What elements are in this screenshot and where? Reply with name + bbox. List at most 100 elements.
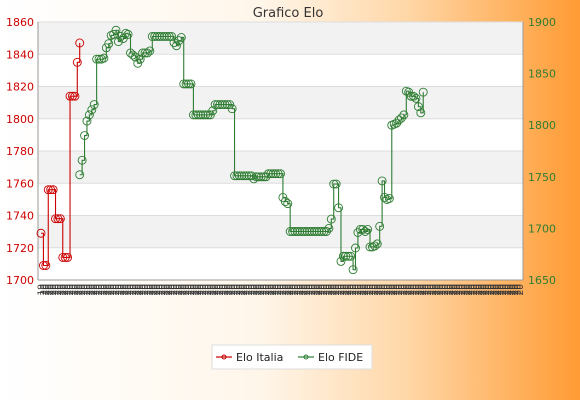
data-point-elo-fide bbox=[232, 171, 242, 181]
x-tick-label: 20 bbox=[349, 284, 359, 296]
x-tick-label: 20 bbox=[293, 284, 303, 296]
data-point-elo-italia bbox=[41, 261, 51, 270]
x-tick-label: 19 bbox=[37, 284, 47, 296]
x-tick-label: 20 bbox=[364, 284, 374, 296]
x-tick-label: 20 bbox=[327, 284, 337, 296]
y-tick-label-right: 1900 bbox=[528, 16, 556, 29]
data-point-elo-fide bbox=[365, 242, 375, 252]
x-tick-label: 20 bbox=[250, 284, 260, 296]
data-point-elo-fide bbox=[377, 176, 387, 186]
x-tick-label: 20 bbox=[373, 284, 383, 296]
x-tick-label: 20 bbox=[492, 284, 502, 296]
x-tick-label: 20 bbox=[426, 284, 436, 296]
x-tick-label: 20 bbox=[501, 284, 511, 296]
x-tick-label: 20 bbox=[247, 284, 257, 296]
x-tick-label: 20 bbox=[117, 284, 127, 296]
x-tick-label: 20 bbox=[218, 284, 228, 296]
x-tick-label: 20 bbox=[61, 284, 71, 296]
data-point-elo-fide bbox=[375, 221, 385, 231]
x-tick-label: 20 bbox=[214, 284, 224, 296]
x-tick-label: 20 bbox=[269, 284, 279, 296]
x-tick-label: 20 bbox=[303, 284, 313, 296]
x-tick-label: 20 bbox=[127, 284, 137, 296]
series-layer bbox=[36, 25, 428, 275]
data-point-elo-fide bbox=[111, 25, 121, 35]
x-tick-label: 20 bbox=[511, 284, 521, 296]
y-tick-label-left: 1800 bbox=[6, 113, 34, 126]
data-point-elo-fide bbox=[297, 227, 307, 236]
y-axis-left: 1700 1720 1740 1760 1780 1800 1820 1840 1860 bbox=[6, 16, 34, 287]
x-tick-label: 20 bbox=[489, 284, 499, 296]
x-tick-label: 20 bbox=[202, 284, 212, 296]
y-tick-label-right: 1650 bbox=[528, 274, 556, 287]
x-tick-label: 20 bbox=[100, 284, 110, 296]
x-tick-label: 20 bbox=[514, 284, 524, 296]
x-tick-label: 20 bbox=[354, 284, 364, 296]
x-tick-label: 20 bbox=[267, 284, 277, 296]
x-tick-label: 20 bbox=[39, 284, 49, 296]
x-tick-label: 20 bbox=[487, 284, 497, 296]
y-tick-label-left: 1780 bbox=[6, 145, 34, 158]
x-tick-label: 20 bbox=[95, 284, 105, 296]
data-point-elo-italia bbox=[70, 91, 80, 101]
x-tick-label: 20 bbox=[446, 284, 456, 296]
y-tick-label-left: 1760 bbox=[6, 177, 34, 190]
data-point-elo-fide bbox=[227, 104, 237, 114]
data-point-elo-fide bbox=[162, 32, 172, 41]
x-tick-label: 20 bbox=[388, 284, 398, 296]
x-tick-label: 20 bbox=[443, 284, 453, 296]
x-tick-label: 20 bbox=[235, 284, 245, 296]
x-tick-label: 20 bbox=[93, 284, 103, 296]
grid-lines bbox=[38, 21, 523, 281]
x-tick-label: 20 bbox=[182, 284, 192, 296]
x-tick-label: 20 bbox=[175, 284, 185, 296]
x-tick-label: 20 bbox=[206, 284, 216, 296]
data-point-elo-fide bbox=[351, 243, 360, 253]
x-tick-label: 20 bbox=[231, 284, 241, 296]
legend-entry-elo-fide: Elo FIDE bbox=[298, 351, 363, 364]
data-point-elo-fide bbox=[271, 169, 281, 179]
x-tick-label: 20 bbox=[368, 284, 378, 296]
data-point-elo-fide bbox=[186, 79, 196, 89]
x-tick-label: 20 bbox=[245, 284, 255, 296]
x-tick-label: 20 bbox=[76, 284, 86, 296]
x-tick-label: 20 bbox=[313, 284, 323, 296]
data-point-elo-fide bbox=[157, 32, 167, 41]
x-tick-label: 20 bbox=[170, 284, 180, 296]
x-tick-label: 20 bbox=[318, 284, 328, 296]
x-tick-label: 20 bbox=[223, 284, 233, 296]
data-point-elo-fide bbox=[113, 37, 123, 47]
data-point-elo-italia bbox=[58, 252, 68, 262]
data-point-elo-fide bbox=[358, 224, 368, 234]
x-tick-label: 20 bbox=[407, 284, 417, 296]
legend-label-elo-italia: Elo Italia bbox=[236, 351, 283, 364]
x-tick-label: 20 bbox=[390, 284, 400, 296]
x-tick-label: 20 bbox=[209, 284, 219, 296]
x-tick-label: 20 bbox=[274, 284, 284, 296]
data-point-elo-italia bbox=[36, 228, 46, 238]
x-tick-label: 20 bbox=[134, 284, 144, 296]
x-tick-label: 20 bbox=[153, 284, 163, 296]
data-point-elo-fide bbox=[322, 227, 331, 236]
x-tick-label: 20 bbox=[506, 284, 516, 296]
data-point-elo-fide bbox=[363, 224, 373, 234]
x-tick-label: 20 bbox=[439, 284, 449, 296]
data-point-elo-fide bbox=[394, 115, 404, 125]
data-point-elo-fide bbox=[82, 116, 92, 126]
data-point-elo-fide bbox=[123, 29, 133, 39]
data-point-elo-italia bbox=[63, 252, 73, 262]
x-tick-label: 20 bbox=[504, 284, 514, 296]
x-tick-label: 20 bbox=[68, 284, 78, 296]
x-axis: 1920202020202020202020202020202020202020… bbox=[37, 284, 526, 296]
legend: Elo Italia Elo FIDE bbox=[211, 344, 373, 370]
x-tick-label: 20 bbox=[243, 284, 253, 296]
x-tick-label: 20 bbox=[296, 284, 306, 296]
x-tick-label: 20 bbox=[97, 284, 107, 296]
data-point-elo-fide bbox=[87, 105, 97, 115]
data-point-elo-fide bbox=[80, 131, 90, 140]
data-point-elo-fide bbox=[384, 194, 394, 203]
x-tick-label: 20 bbox=[216, 284, 226, 296]
data-point-elo-fide bbox=[239, 171, 249, 181]
x-tick-label: 20 bbox=[146, 284, 156, 296]
x-tick-label: 20 bbox=[172, 284, 182, 296]
